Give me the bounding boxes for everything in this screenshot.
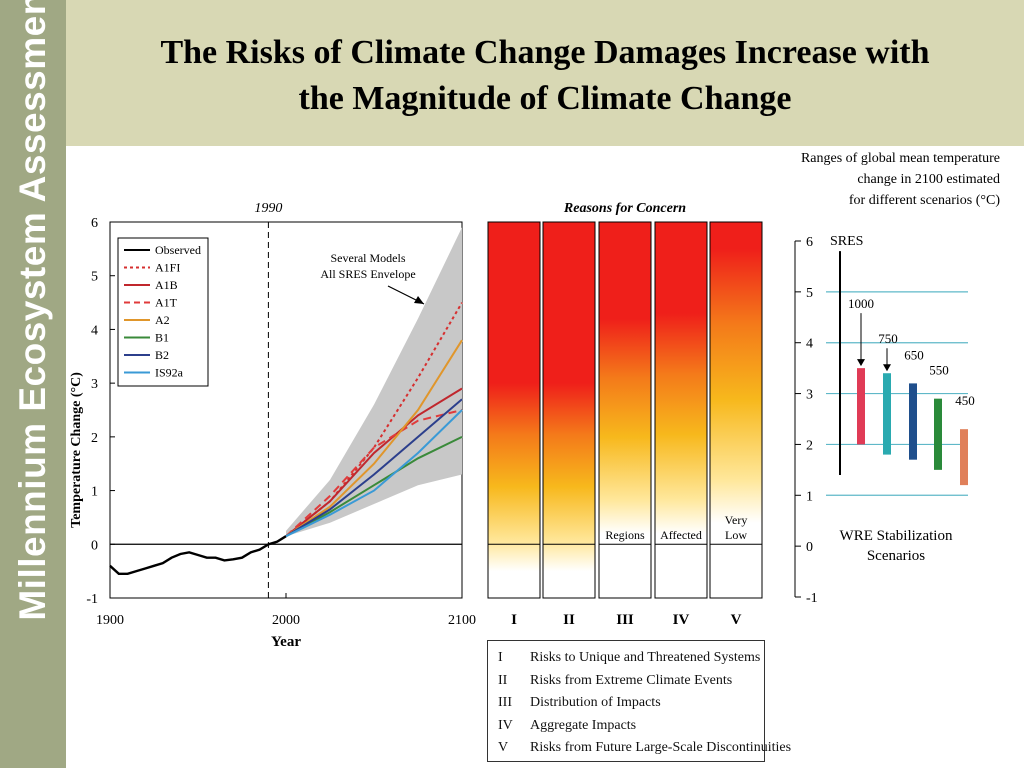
wre-y-tick-label: 0 <box>806 540 813 555</box>
rfc-category-label: V <box>731 612 742 628</box>
y-tick-label: 3 <box>91 377 98 392</box>
legend-label-observed: Observed <box>155 243 201 257</box>
slide-title-line-1: The Risks of Climate Change Damages Incr… <box>160 34 930 71</box>
rfc-title: Reasons for Concern <box>563 201 686 216</box>
wre-y-tick-label: 6 <box>806 235 813 250</box>
wre-caption-line: change in 2100 estimated <box>857 172 1000 187</box>
wre-y-tick-label: 4 <box>806 337 813 352</box>
rfc-category-label: I <box>511 612 517 628</box>
wre-y-tick-label: 5 <box>806 286 813 301</box>
legend-box <box>117 237 209 387</box>
series-a1t <box>285 409 463 537</box>
rfc-legend-text: Risks from Extreme Climate Events <box>530 672 733 688</box>
series-observed <box>109 535 287 575</box>
wre-label-arrowhead <box>857 359 865 367</box>
rfc-column-iv <box>654 221 708 599</box>
x-tick-label: 1900 <box>96 613 124 628</box>
x-tick-label: 2100 <box>448 613 476 628</box>
wre-bar-label: 1000 <box>848 296 874 311</box>
annotation-arrowhead <box>414 296 424 304</box>
legend-label-b1: B1 <box>155 331 169 345</box>
wre-stabilization-chart: Ranges of global mean temperature change … <box>794 151 1000 606</box>
y-tick-label: 5 <box>91 270 98 285</box>
rfc-legend-text: Distribution of Impacts <box>530 695 661 710</box>
rfc-column-ii <box>542 221 596 599</box>
wre-bar-label: 550 <box>929 363 949 378</box>
rfc-legend-text: Risks to Unique and Threatened Systems <box>530 650 761 665</box>
wre-bar-550 <box>934 398 942 470</box>
wre-footer-line: Scenarios <box>867 548 925 564</box>
rfc-category-label: II <box>563 612 575 628</box>
wre-caption-line: Ranges of global mean temperature <box>801 151 1000 166</box>
legend-label-a1fi: A1FI <box>155 261 180 275</box>
sidebar: Millennium Ecosystem Assessment <box>0 0 66 768</box>
sres-label: SRES <box>830 234 863 249</box>
wre-bar-750 <box>883 373 891 455</box>
legend-label-b2: B2 <box>155 348 169 362</box>
wre-y-tick-label: 3 <box>806 388 813 403</box>
rfc-category-label: IV <box>673 612 690 628</box>
rfc-column-v <box>709 221 763 599</box>
rfc-legend-number: I <box>498 650 503 665</box>
rfc-legend-number: II <box>498 672 508 688</box>
rfc-legend-number: IV <box>498 717 513 733</box>
rfc-legend-number: III <box>498 695 512 710</box>
rfc-legend-row: I Risks to Unique and Threatened Systems <box>498 647 760 669</box>
annotation-text: Several Models <box>331 251 406 265</box>
wre-y-tick-label: 1 <box>806 489 813 504</box>
y-axis-label: Temperature Change (°C) <box>69 372 84 528</box>
rfc-category-label: III <box>616 612 634 628</box>
y-tick-label: 2 <box>91 431 98 446</box>
rfc-legend-text: Risks from Future Large-Scale Discontinu… <box>530 740 792 755</box>
rfc-column-label: Regions <box>605 528 645 542</box>
legend-label-a1t: A1T <box>155 296 178 310</box>
legend-label-a1b: A1B <box>155 278 178 292</box>
temperature-projection-chart: 1990 6 5 4 3 2 1 0 -1 1900 2000 2100 Year Temperatur… <box>69 201 476 650</box>
rfc-column-iii <box>598 221 652 599</box>
x-axis-label: Year <box>271 634 301 650</box>
wre-bar-label: 750 <box>878 331 898 346</box>
wre-label-arrowhead <box>883 364 891 372</box>
y-tick-label: -1 <box>86 592 98 607</box>
series-a2 <box>285 339 463 538</box>
series-b1 <box>285 436 463 538</box>
rfc-column-i <box>487 221 541 599</box>
wre-bar-label: 450 <box>955 393 975 408</box>
series-is92a <box>285 409 463 538</box>
wre-caption-line: for different scenarios (°C) <box>849 193 1000 208</box>
annotation-text: All SRES Envelope <box>320 267 415 281</box>
rfc-legend-row: V Risks from Future Large-Scale Discontin… <box>498 737 791 759</box>
wre-y-tick-label: -1 <box>806 591 818 606</box>
y-tick-label: 6 <box>91 216 98 231</box>
wre-bar-1000 <box>857 368 865 445</box>
wre-bar-label: 650 <box>904 347 924 362</box>
x-tick-label: 2000 <box>272 613 300 628</box>
slide-header: The Risks of Climate Change Damages Incr… <box>66 0 1024 146</box>
wre-footer-line: WRE Stabilization <box>840 528 953 544</box>
y-tick-label: 0 <box>91 538 98 553</box>
rfc-legend-number: V <box>498 740 509 755</box>
rfc-column-label: Very <box>725 513 748 527</box>
wre-bar-650 <box>909 383 917 460</box>
rfc-legend-text: Aggregate Impacts <box>530 717 637 733</box>
rfc-column-label: Low <box>725 528 747 542</box>
rfc-legend-row: IV Aggregate Impacts <box>498 715 636 737</box>
wre-y-tick-label: 2 <box>806 438 813 453</box>
marker-label: 1990 <box>254 201 282 216</box>
series-b2 <box>285 398 463 538</box>
y-tick-label: 1 <box>91 485 98 500</box>
slide-title: The Risks of Climate Change Damages Incr… <box>66 30 1024 122</box>
wre-bar-450 <box>960 429 968 486</box>
rfc-legend-row: III Distribution of Impacts <box>498 692 661 714</box>
y-tick-label: 4 <box>91 323 98 338</box>
reasons-legend-box: I Risks to Unique and Threatened Systems I… <box>487 640 791 762</box>
legend-label-a2: A2 <box>155 313 170 327</box>
rfc-legend-row: II Risks from Extreme Climate Events <box>498 670 732 692</box>
slide-title-line-2: the Magnitude of Climate Change <box>298 80 792 117</box>
rfc-column-label: Affected <box>660 528 702 542</box>
series-a1b <box>285 387 463 537</box>
legend-label-is92a: IS92a <box>155 366 184 380</box>
